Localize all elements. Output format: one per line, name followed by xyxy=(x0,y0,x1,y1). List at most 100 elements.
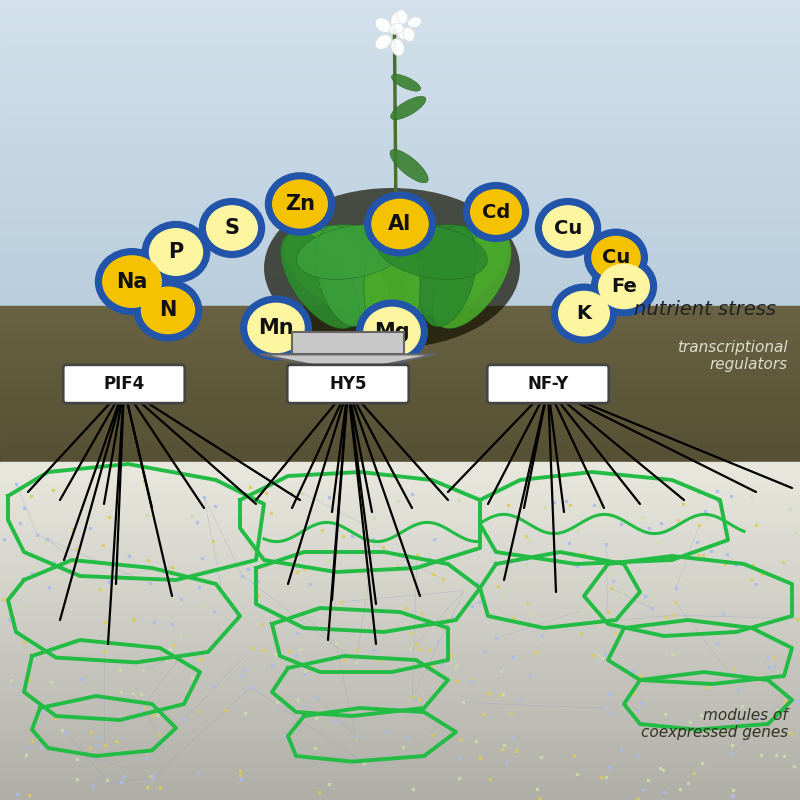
Ellipse shape xyxy=(315,226,373,326)
Bar xyxy=(0,312,800,316)
Bar xyxy=(0,50,800,57)
Ellipse shape xyxy=(371,198,429,250)
Bar xyxy=(0,117,800,123)
FancyBboxPatch shape xyxy=(63,365,185,403)
Bar xyxy=(0,474,800,481)
Bar xyxy=(0,530,800,537)
Bar xyxy=(0,496,800,503)
Polygon shape xyxy=(260,354,436,372)
Ellipse shape xyxy=(433,231,511,329)
Bar xyxy=(0,461,800,464)
Bar xyxy=(0,378,800,382)
Bar xyxy=(0,408,800,411)
Ellipse shape xyxy=(149,228,203,276)
Bar xyxy=(0,369,800,372)
Bar xyxy=(0,546,800,554)
Ellipse shape xyxy=(462,182,530,242)
Bar xyxy=(0,266,800,272)
Bar xyxy=(0,214,800,221)
Bar xyxy=(0,630,800,638)
Bar xyxy=(0,194,800,200)
Ellipse shape xyxy=(283,229,389,315)
Bar xyxy=(0,450,800,454)
Ellipse shape xyxy=(558,290,610,337)
Bar xyxy=(0,458,800,462)
Text: K: K xyxy=(577,304,591,323)
Bar xyxy=(0,404,800,407)
Bar xyxy=(0,647,800,654)
Bar xyxy=(0,385,800,388)
Bar xyxy=(0,394,800,398)
Bar xyxy=(0,338,800,341)
Ellipse shape xyxy=(584,229,648,286)
Bar xyxy=(0,412,800,415)
Bar xyxy=(0,240,800,246)
Bar xyxy=(0,101,800,108)
Bar xyxy=(0,24,800,30)
Bar xyxy=(0,614,800,621)
Bar xyxy=(0,373,800,376)
Ellipse shape xyxy=(265,172,335,236)
Bar xyxy=(0,318,800,322)
Ellipse shape xyxy=(419,226,477,326)
Ellipse shape xyxy=(390,96,426,120)
Bar xyxy=(0,737,800,744)
Bar xyxy=(0,731,800,738)
Bar xyxy=(0,518,800,526)
Bar xyxy=(0,70,800,77)
Bar xyxy=(0,787,800,794)
Bar xyxy=(0,361,800,365)
Bar xyxy=(0,96,800,102)
Ellipse shape xyxy=(141,286,195,334)
Bar xyxy=(0,34,800,41)
Bar xyxy=(0,714,800,722)
Bar xyxy=(0,75,800,82)
Bar xyxy=(0,759,800,766)
Bar xyxy=(0,30,800,36)
Bar xyxy=(0,793,800,800)
Bar xyxy=(0,111,800,118)
Bar xyxy=(0,328,800,331)
Bar xyxy=(0,776,800,783)
Bar xyxy=(0,291,800,298)
Ellipse shape xyxy=(364,191,436,257)
Bar xyxy=(0,398,800,402)
Bar xyxy=(0,396,800,400)
Bar xyxy=(0,302,800,308)
Bar xyxy=(0,698,800,705)
Ellipse shape xyxy=(470,189,522,235)
Bar xyxy=(0,209,800,215)
Bar xyxy=(0,703,800,710)
Ellipse shape xyxy=(102,255,162,308)
Bar xyxy=(0,770,800,778)
Text: Na: Na xyxy=(116,272,148,292)
Bar xyxy=(0,330,800,334)
Bar xyxy=(0,132,800,138)
Ellipse shape xyxy=(391,38,404,56)
Bar xyxy=(0,720,800,727)
Ellipse shape xyxy=(590,256,658,317)
Bar xyxy=(0,664,800,671)
Bar xyxy=(0,3,800,10)
Bar xyxy=(0,709,800,716)
Bar xyxy=(0,754,800,761)
Text: Cu: Cu xyxy=(554,218,582,238)
Text: S: S xyxy=(225,218,239,238)
Ellipse shape xyxy=(598,263,650,310)
Bar xyxy=(0,430,800,433)
Bar xyxy=(0,147,800,154)
Bar xyxy=(0,443,800,446)
Bar xyxy=(0,162,800,170)
Bar xyxy=(0,658,800,666)
Ellipse shape xyxy=(198,198,266,258)
Bar xyxy=(0,426,800,429)
Text: modules of
coexpressed genes: modules of coexpressed genes xyxy=(641,708,788,740)
Bar xyxy=(0,642,800,649)
Bar xyxy=(0,569,800,576)
Bar xyxy=(0,296,800,303)
Ellipse shape xyxy=(408,17,422,28)
Bar xyxy=(0,457,800,460)
Bar xyxy=(0,439,800,442)
Bar xyxy=(0,346,800,349)
Ellipse shape xyxy=(375,18,391,33)
